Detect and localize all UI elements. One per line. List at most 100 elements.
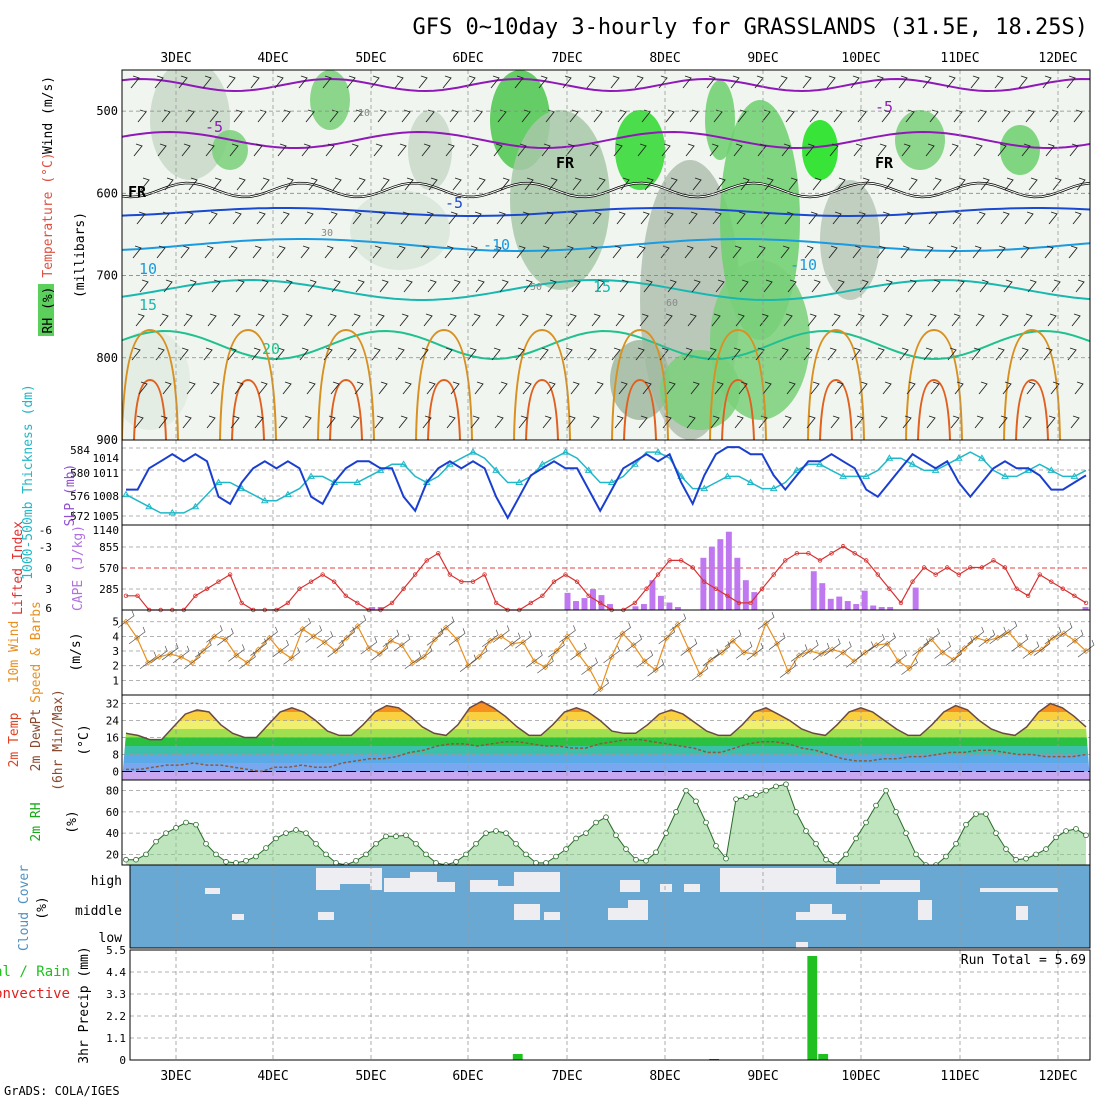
wind-barb [131, 347, 141, 361]
wind-barb [377, 109, 387, 123]
rh-point [453, 859, 459, 865]
wind-barb [470, 415, 480, 429]
wind-barb [523, 279, 533, 293]
wind-barb [393, 634, 411, 652]
wind-barb [380, 177, 390, 191]
cape-bar [836, 596, 843, 610]
wind-barb [1070, 415, 1080, 429]
bottom-day-label: 5DEC [355, 1069, 386, 1084]
wind-barb [647, 658, 665, 677]
wind-barb [306, 381, 316, 395]
wind-barb [804, 245, 814, 259]
rh-point [1023, 855, 1029, 862]
slp-thickness-panel: 572 576 580 584 1005 1008 1011 1014 1000-500mb T… [21, 384, 1091, 580]
wind-barb [423, 313, 433, 327]
wind-barb [593, 109, 603, 123]
wind-barb [272, 639, 289, 658]
thickness-point [931, 466, 940, 473]
rh-point [623, 846, 629, 852]
wind-barb [614, 622, 631, 640]
wind-barb [470, 645, 488, 664]
rh-point [1063, 828, 1069, 834]
lifted-index-point [204, 586, 210, 591]
lifted-index-point [933, 572, 938, 577]
wind-barb [182, 415, 192, 429]
cloud-high-patch [498, 886, 514, 892]
temp-band [122, 763, 1090, 772]
wind-barb [949, 143, 959, 157]
wind-barb [396, 245, 406, 259]
wind-barb [468, 245, 478, 259]
wind-barb [947, 347, 957, 361]
cloud-mid-patch [318, 912, 334, 920]
wind-barb [912, 638, 929, 656]
isotherm-hot [133, 378, 167, 440]
wind-barb [836, 177, 846, 191]
wind-barb [997, 143, 1007, 157]
wind-barb [731, 347, 741, 361]
rh-point [613, 832, 619, 839]
wind-barb [445, 143, 455, 157]
wind-barb [760, 211, 770, 225]
thickness-point [769, 484, 778, 492]
wind-barb [922, 75, 932, 89]
wind-barb [712, 211, 722, 225]
wind-barb [371, 642, 389, 661]
wind-barb [735, 641, 753, 659]
wind-barb [708, 245, 718, 259]
slp-axis-label: SLP (mb) [63, 464, 78, 527]
wind-barb [349, 143, 359, 157]
wind-barb [1001, 109, 1011, 123]
rh-point [473, 840, 479, 847]
wind-barb [778, 75, 788, 89]
cape-bar [657, 595, 664, 610]
wind-barb [322, 75, 332, 89]
cape-axis-label: CAPE (J/kg) [71, 525, 86, 611]
wind-barb [590, 415, 600, 429]
rh-point [983, 811, 989, 817]
temp-tick: 16 [106, 732, 119, 745]
rh2m-unit-label: (%) [65, 810, 80, 833]
rh-patch [150, 70, 230, 180]
y-tick-label: 800 [96, 351, 118, 365]
lifted-tick: -6 [39, 524, 52, 537]
wind-barb [809, 109, 819, 123]
wind-barb [130, 75, 140, 89]
thickness-point [214, 478, 223, 485]
wind-barb [692, 177, 702, 191]
cape-bar [598, 595, 605, 610]
rh-point [603, 814, 609, 820]
wind-barb [956, 177, 966, 191]
cape-bar [861, 590, 868, 610]
wind-barb [846, 650, 863, 668]
isotherm-hot [819, 378, 853, 440]
rh-patch [122, 330, 190, 430]
wind-barb [210, 381, 220, 395]
isotherm-hot [231, 378, 265, 440]
wind-barb [316, 631, 334, 649]
rh-point [1083, 832, 1089, 839]
wind-barb [711, 313, 721, 327]
wind-barb [179, 347, 189, 361]
wind-barb [161, 109, 171, 123]
wind-barb [230, 415, 240, 429]
slp-tick: 1014 [93, 452, 120, 465]
rh-point [273, 835, 279, 842]
wind-barb [492, 245, 502, 259]
wind-barb [907, 279, 917, 293]
wind-barb [444, 245, 454, 259]
wind-barb [327, 313, 337, 327]
rh-patch [895, 110, 945, 170]
wind-barb [592, 678, 609, 696]
rh-tick: 40 [106, 827, 119, 840]
lifted-index-point [574, 579, 580, 584]
wind-barb [519, 313, 529, 327]
rh-point [573, 835, 579, 842]
wind-barb [732, 245, 742, 259]
freezing-level-inner [122, 182, 1090, 198]
dewpoint-line [126, 738, 1087, 773]
lifted-index-point [771, 572, 776, 577]
wind-barb [404, 651, 422, 670]
wind-barb [328, 211, 338, 225]
wind-barb [1027, 279, 1037, 293]
